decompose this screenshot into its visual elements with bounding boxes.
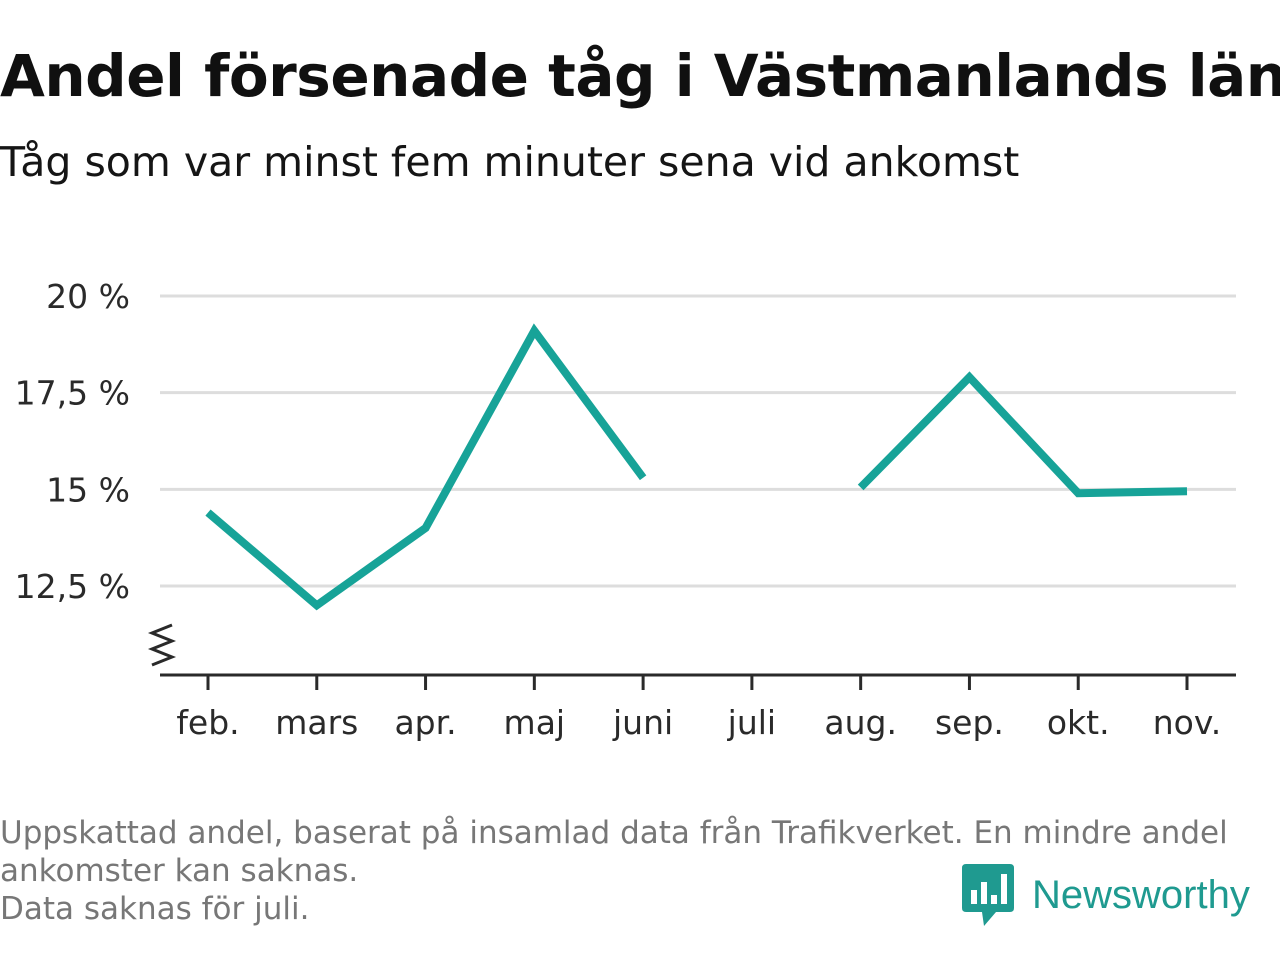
footnote-line-3: Data saknas för juli. xyxy=(0,891,310,927)
y-tick-label: 20 % xyxy=(46,277,130,316)
x-tick-label: sep. xyxy=(935,703,1004,742)
brand-name: Newsworthy xyxy=(1032,872,1250,917)
axis-break-icon xyxy=(147,623,177,667)
series-line-segment xyxy=(205,323,647,611)
x-tick-label: nov. xyxy=(1153,703,1222,742)
y-tick-label: 17,5 % xyxy=(15,374,130,413)
x-tick-label: apr. xyxy=(394,703,456,742)
footnote-line-2: ankomster kan saknas. xyxy=(0,853,359,889)
chart-subtitle: Tåg som var minst fem minuter sena vid a… xyxy=(0,138,1020,186)
series-line-segment xyxy=(857,371,1188,498)
footnote-line-1: Uppskattad andel, baserat på insamlad da… xyxy=(0,815,1228,851)
x-tick-label: aug. xyxy=(824,703,897,742)
x-tick-label: feb. xyxy=(176,703,239,742)
y-tick-label: 15 % xyxy=(46,470,130,509)
x-tick-label: maj xyxy=(504,703,566,742)
x-tick-label: juli xyxy=(727,703,776,742)
x-tick-label: okt. xyxy=(1047,703,1110,742)
x-tick-label: mars xyxy=(275,703,358,742)
footnote: Uppskattad andel, baserat på insamlad da… xyxy=(0,814,1270,928)
chart-title: Andel försenade tåg i Västmanlands län xyxy=(0,42,1280,110)
brand-logo: Newsworthy xyxy=(962,862,1250,928)
newsworthy-chart-bubble-icon xyxy=(962,864,1014,926)
x-tick-label: juni xyxy=(612,703,673,742)
y-tick-label: 12,5 % xyxy=(15,567,130,606)
line-chart: 12,5 % 15 % 17,5 % 20 % feb. mars apr. maj juni j… xyxy=(15,277,1236,742)
